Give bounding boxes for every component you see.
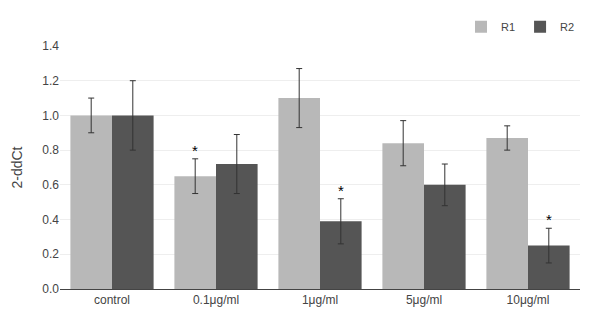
svg-text:10μg/ml: 10μg/ml	[507, 293, 550, 307]
svg-text:R2: R2	[560, 21, 574, 33]
svg-text:0.4: 0.4	[42, 213, 59, 227]
svg-text:0.8: 0.8	[42, 143, 59, 157]
svg-text:0.0: 0.0	[42, 282, 59, 296]
svg-text:*: *	[338, 182, 344, 199]
svg-text:control: control	[94, 293, 130, 307]
svg-text:2-ddCt: 2-ddCt	[9, 146, 25, 188]
svg-text:1.2: 1.2	[42, 74, 59, 88]
svg-text:0.2: 0.2	[42, 247, 59, 261]
svg-text:R1: R1	[501, 21, 515, 33]
svg-text:*: *	[192, 142, 198, 159]
svg-text:*: *	[546, 211, 552, 228]
svg-text:0.1μg/ml: 0.1μg/ml	[193, 293, 239, 307]
svg-text:1μg/ml: 1μg/ml	[302, 293, 338, 307]
svg-text:1.4: 1.4	[42, 39, 59, 53]
svg-text:1.0: 1.0	[42, 109, 59, 123]
svg-text:0.6: 0.6	[42, 178, 59, 192]
svg-text:5μg/ml: 5μg/ml	[406, 293, 442, 307]
